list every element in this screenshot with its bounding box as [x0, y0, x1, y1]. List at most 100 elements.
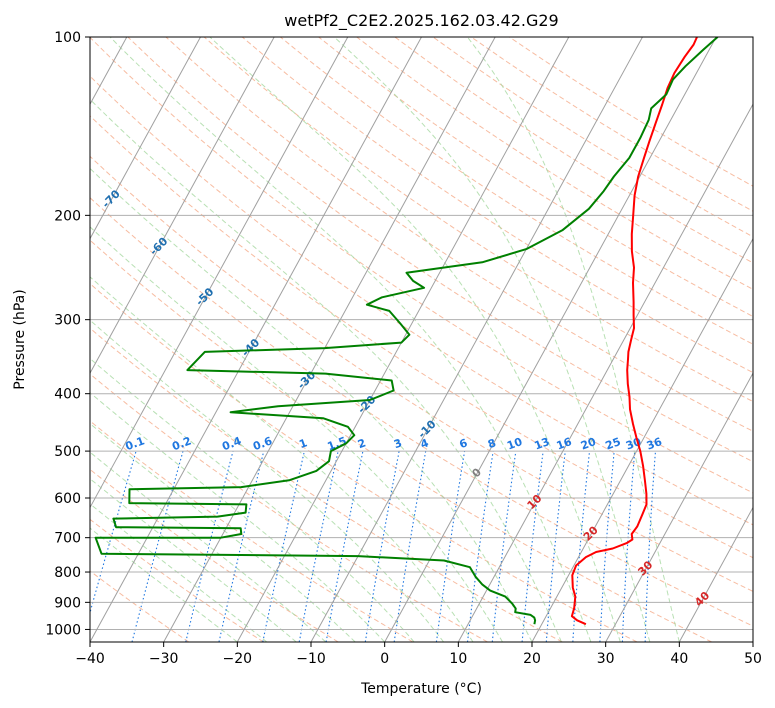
y-axis-ticks: 1000 900 800 700 600 500 400 300 200 100 [45, 30, 90, 638]
mixing-ratio-label: 8 [486, 436, 498, 451]
moist-adiabat-line [90, 527, 238, 642]
isotherm-line [531, 237, 753, 642]
dry-adiabat-line [90, 37, 753, 494]
plot-frame [89, 36, 754, 643]
x-axis-title: Temperature (°C) [360, 681, 482, 697]
x-tick-label: 20 [523, 651, 541, 667]
y-tick-label: 200 [54, 208, 81, 224]
moist-adiabats [90, 37, 680, 642]
isotherm-line [236, 37, 570, 642]
x-tick-label: 10 [449, 651, 467, 667]
mixing-ratio-labels: 0.1 0.2 0.4 0.6 1 1.5 2 3 4 6 8 10 13 16 20 25 30 36 [124, 434, 664, 453]
moist-adiabat-line [209, 37, 621, 642]
mixing-ratio-label: 13 [533, 435, 552, 452]
moist-adiabat-line [90, 451, 327, 642]
dry-adiabat-line [90, 115, 753, 559]
dry-adiabat-line [90, 468, 339, 642]
y-tick-label: 900 [54, 595, 81, 611]
isotherm-line [457, 103, 753, 642]
moist-adiabat-line [333, 37, 651, 642]
x-tick-label: −30 [149, 651, 179, 667]
mixing-ratio-line [90, 450, 137, 615]
mixing-ratio-line [545, 451, 566, 642]
mixing-ratio-label: 16 [555, 435, 574, 453]
y-tick-label: 700 [54, 531, 81, 547]
x-axis-ticks: −40 −30 −20 −10 0 10 20 30 40 50 [75, 642, 762, 667]
y-axis-title: Pressure (hPa) [12, 289, 28, 389]
mixing-ratio-label: 6 [458, 436, 470, 451]
moist-adiabat-line [90, 423, 356, 642]
isotherm-line [310, 37, 643, 642]
dry-adiabat-line [90, 155, 753, 592]
moist-adiabat-line [90, 319, 444, 642]
mixing-ratio-label: 36 [645, 435, 664, 453]
x-tick-label: 0 [380, 651, 389, 667]
mixing-ratio-label: 25 [604, 435, 623, 452]
mixing-ratio-line [185, 450, 234, 642]
x-tick-label: 30 [597, 651, 615, 667]
dry-adiabat-line [90, 518, 264, 642]
plot-area: -100-90-80-70-60-50-40-30-20-10010203040… [90, 37, 753, 642]
isotherm-line [678, 506, 753, 642]
y-tick-label: 300 [54, 313, 81, 329]
mixing-ratio-label: 0.6 [251, 434, 274, 453]
moist-adiabat-line [90, 167, 533, 642]
mixing-ratio-label: 2 [356, 436, 368, 451]
mixing-ratio-label: 0.2 [170, 434, 193, 453]
mixing-ratio-label: 3 [392, 436, 404, 451]
dewpoint-profile-line [94, 37, 719, 625]
skewed-isotherms [90, 37, 753, 642]
x-tick-label: −20 [223, 651, 253, 667]
moist-adiabat-line [90, 226, 503, 642]
x-tick-label: 40 [670, 651, 688, 667]
chart-title: wetPf2_C2E2.2025.162.03.42.G29 [284, 11, 558, 31]
mixing-ratio-line [491, 451, 517, 642]
dry-adiabat-line [90, 197, 753, 627]
dry-adiabat-line [127, 37, 753, 463]
mixing-ratio-label: 1 [297, 436, 309, 451]
isotherm-line [605, 372, 753, 642]
y-tick-label: 800 [54, 565, 81, 581]
moist-adiabat-line [90, 478, 297, 642]
isotherm-line [384, 37, 717, 642]
temperature-profile-line [570, 37, 698, 626]
moist-adiabat-line [90, 503, 268, 642]
mixing-ratio-line [218, 450, 265, 642]
mixing-ratio-label: 0.4 [220, 434, 243, 453]
moist-adiabat-line [467, 37, 680, 642]
mixing-ratio-line [572, 451, 591, 642]
isotherm-line [90, 37, 275, 375]
moist-adiabat-line [109, 37, 592, 642]
y-tick-label: 1000 [45, 622, 81, 638]
y-tick-label: 400 [54, 387, 81, 403]
x-tick-label: 50 [744, 651, 762, 667]
sounding-profiles [94, 37, 719, 626]
mixing-ratio-line [521, 451, 544, 642]
mixing-ratio-line [262, 450, 305, 642]
y-tick-label: 100 [54, 30, 81, 46]
dry-adiabat-line [90, 373, 488, 642]
y-tick-label: 600 [54, 491, 81, 507]
x-tick-label: −10 [296, 651, 326, 667]
x-tick-label: −40 [75, 651, 105, 667]
dry-adiabat-line [318, 37, 753, 318]
isotherm-line [90, 37, 201, 240]
dry-adiabat-line [90, 282, 638, 642]
mixing-ratio-label: 0.1 [124, 434, 147, 453]
dry-adiabats [90, 37, 753, 642]
mixing-ratio-line [466, 451, 494, 642]
mixing-ratio-label: 20 [579, 435, 598, 453]
dry-adiabat-line [90, 239, 712, 642]
mixing-ratio-label: 10 [505, 435, 524, 453]
dry-adiabat-line [280, 37, 753, 345]
y-tick-label: 500 [54, 444, 81, 460]
isotherm-line [163, 37, 496, 642]
mixing-ratio-label: 4 [419, 436, 431, 451]
dry-adiabat-line [241, 37, 753, 374]
moist-adiabat-line [90, 276, 474, 642]
dry-adiabat-line [90, 570, 190, 642]
isotherm-line [90, 37, 349, 509]
mixing-ratio-line [435, 451, 466, 642]
